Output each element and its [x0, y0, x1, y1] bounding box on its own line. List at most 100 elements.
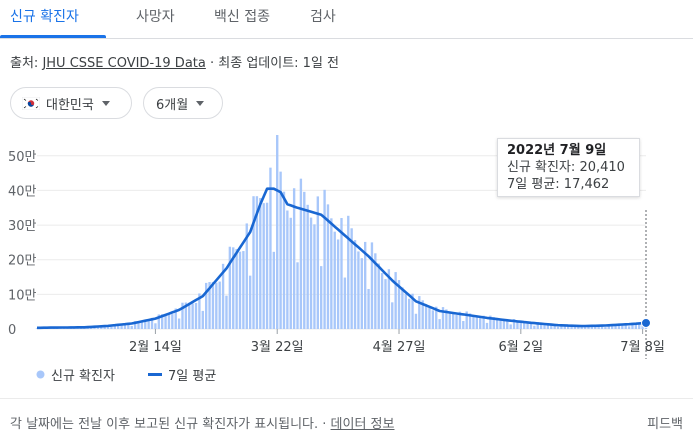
source-link[interactable]: JHU CSSE COVID-19 Data [42, 56, 206, 71]
daily-case-bar [174, 308, 177, 329]
divider [0, 398, 693, 399]
daily-case-bar [472, 315, 475, 329]
daily-case-bar [360, 258, 363, 329]
daily-case-bar [306, 204, 309, 329]
daily-case-bar [556, 326, 560, 329]
daily-case-bar [397, 280, 401, 329]
daily-case-bar [475, 317, 479, 329]
daily-case-bar [631, 322, 634, 329]
daily-case-bar [117, 324, 120, 329]
daily-case-bar [448, 311, 451, 329]
daily-case-bar [516, 320, 519, 329]
hover-point-marker [641, 317, 651, 328]
daily-case-bar [127, 323, 130, 329]
daily-case-bar [377, 263, 380, 329]
daily-case-bar [597, 326, 600, 329]
daily-case-bar [519, 321, 522, 329]
daily-case-bar [462, 320, 465, 329]
daily-case-bar [594, 325, 597, 329]
legend-line: 7일 평균 [148, 365, 216, 384]
daily-case-bar [299, 178, 303, 329]
daily-case-bar [550, 325, 553, 329]
daily-case-bar [512, 319, 516, 329]
daily-case-bar [265, 202, 269, 329]
daily-case-bar [164, 314, 167, 329]
daily-case-bar [309, 217, 313, 329]
daily-case-bar [106, 327, 110, 329]
tab-deaths[interactable]: 사망자 [136, 9, 175, 25]
daily-case-bar [499, 319, 502, 329]
daily-case-bar [252, 196, 255, 329]
daily-case-bar [489, 315, 492, 329]
daily-case-bar [421, 300, 424, 329]
daily-case-bar [357, 251, 360, 329]
daily-case-bar [580, 327, 583, 329]
daily-case-bar [340, 218, 343, 329]
daily-case-bar [259, 198, 262, 329]
daily-case-bar [120, 324, 123, 329]
daily-case-bar [370, 242, 374, 329]
line-swatch-icon [148, 373, 162, 376]
daily-case-bar [573, 326, 577, 329]
period-dropdown[interactable]: 6개월 [143, 87, 223, 119]
data-info-link[interactable]: 데이터 정보 [330, 417, 395, 432]
daily-case-bar [445, 309, 448, 329]
daily-case-bar [316, 196, 319, 329]
legend-bars-label: 신규 확진자 [51, 369, 115, 384]
daily-case-bar [492, 317, 495, 329]
x-tick-label: 4월 27일 [373, 340, 426, 355]
feedback-link[interactable]: 피드백 [647, 417, 683, 432]
daily-case-bar [638, 323, 641, 329]
bar-dot-icon [36, 370, 45, 379]
legend-bars: 신규 확진자 [36, 365, 115, 384]
daily-case-bar [607, 324, 610, 329]
daily-case-bar [526, 323, 529, 329]
daily-case-bar [140, 320, 144, 329]
daily-case-bar [384, 279, 387, 329]
tab-vaccinations[interactable]: 백신 접종 [214, 9, 270, 25]
daily-case-bar [201, 310, 204, 329]
daily-case-bar [320, 266, 323, 329]
tooltip-date: 2022년 7월 9일 [507, 143, 607, 158]
daily-case-bar [614, 324, 617, 329]
daily-case-bar [133, 321, 137, 329]
daily-case-bar [627, 326, 631, 329]
region-dropdown[interactable]: 대한민국 [10, 87, 132, 119]
daily-case-bar [451, 313, 455, 329]
daily-case-bar [289, 217, 292, 329]
daily-case-bar [577, 325, 580, 329]
daily-case-bar [313, 224, 316, 329]
daily-case-bar [367, 288, 370, 329]
daily-case-bar [221, 263, 225, 329]
source-prefix: 출처: [10, 56, 43, 71]
daily-case-bar [407, 298, 411, 329]
daily-case-bar [553, 324, 556, 329]
y-tick-label: 20만 [8, 254, 37, 269]
daily-case-bar [523, 322, 526, 329]
daily-case-bar [157, 314, 160, 329]
daily-case-bar [248, 275, 252, 329]
daily-case-bar [600, 325, 604, 329]
daily-case-bar [374, 253, 377, 329]
daily-case-bar [536, 322, 539, 329]
daily-case-bar [177, 318, 181, 329]
daily-case-bar [154, 323, 157, 329]
daily-case-bar [137, 321, 140, 329]
daily-case-bar [269, 167, 272, 329]
daily-case-bar [204, 282, 208, 329]
daily-case-bar [441, 307, 445, 329]
daily-case-bar [272, 251, 276, 329]
daily-case-bar [336, 239, 340, 329]
daily-case-bar [147, 320, 150, 329]
last-updated: 최종 업데이트: 1일 전 [218, 56, 339, 71]
daily-case-bar [418, 296, 421, 329]
tab-new-cases[interactable]: 신규 확진자 [10, 9, 79, 25]
korea-flag-icon [22, 96, 40, 110]
daily-case-bar [245, 223, 248, 329]
daily-case-bar [347, 215, 350, 329]
y-tick-label: 10만 [8, 288, 37, 303]
chevron-down-icon [101, 100, 110, 106]
daily-case-bar [188, 302, 191, 329]
region-dropdown-label: 대한민국 [46, 97, 94, 113]
tab-tests[interactable]: 검사 [310, 9, 336, 25]
